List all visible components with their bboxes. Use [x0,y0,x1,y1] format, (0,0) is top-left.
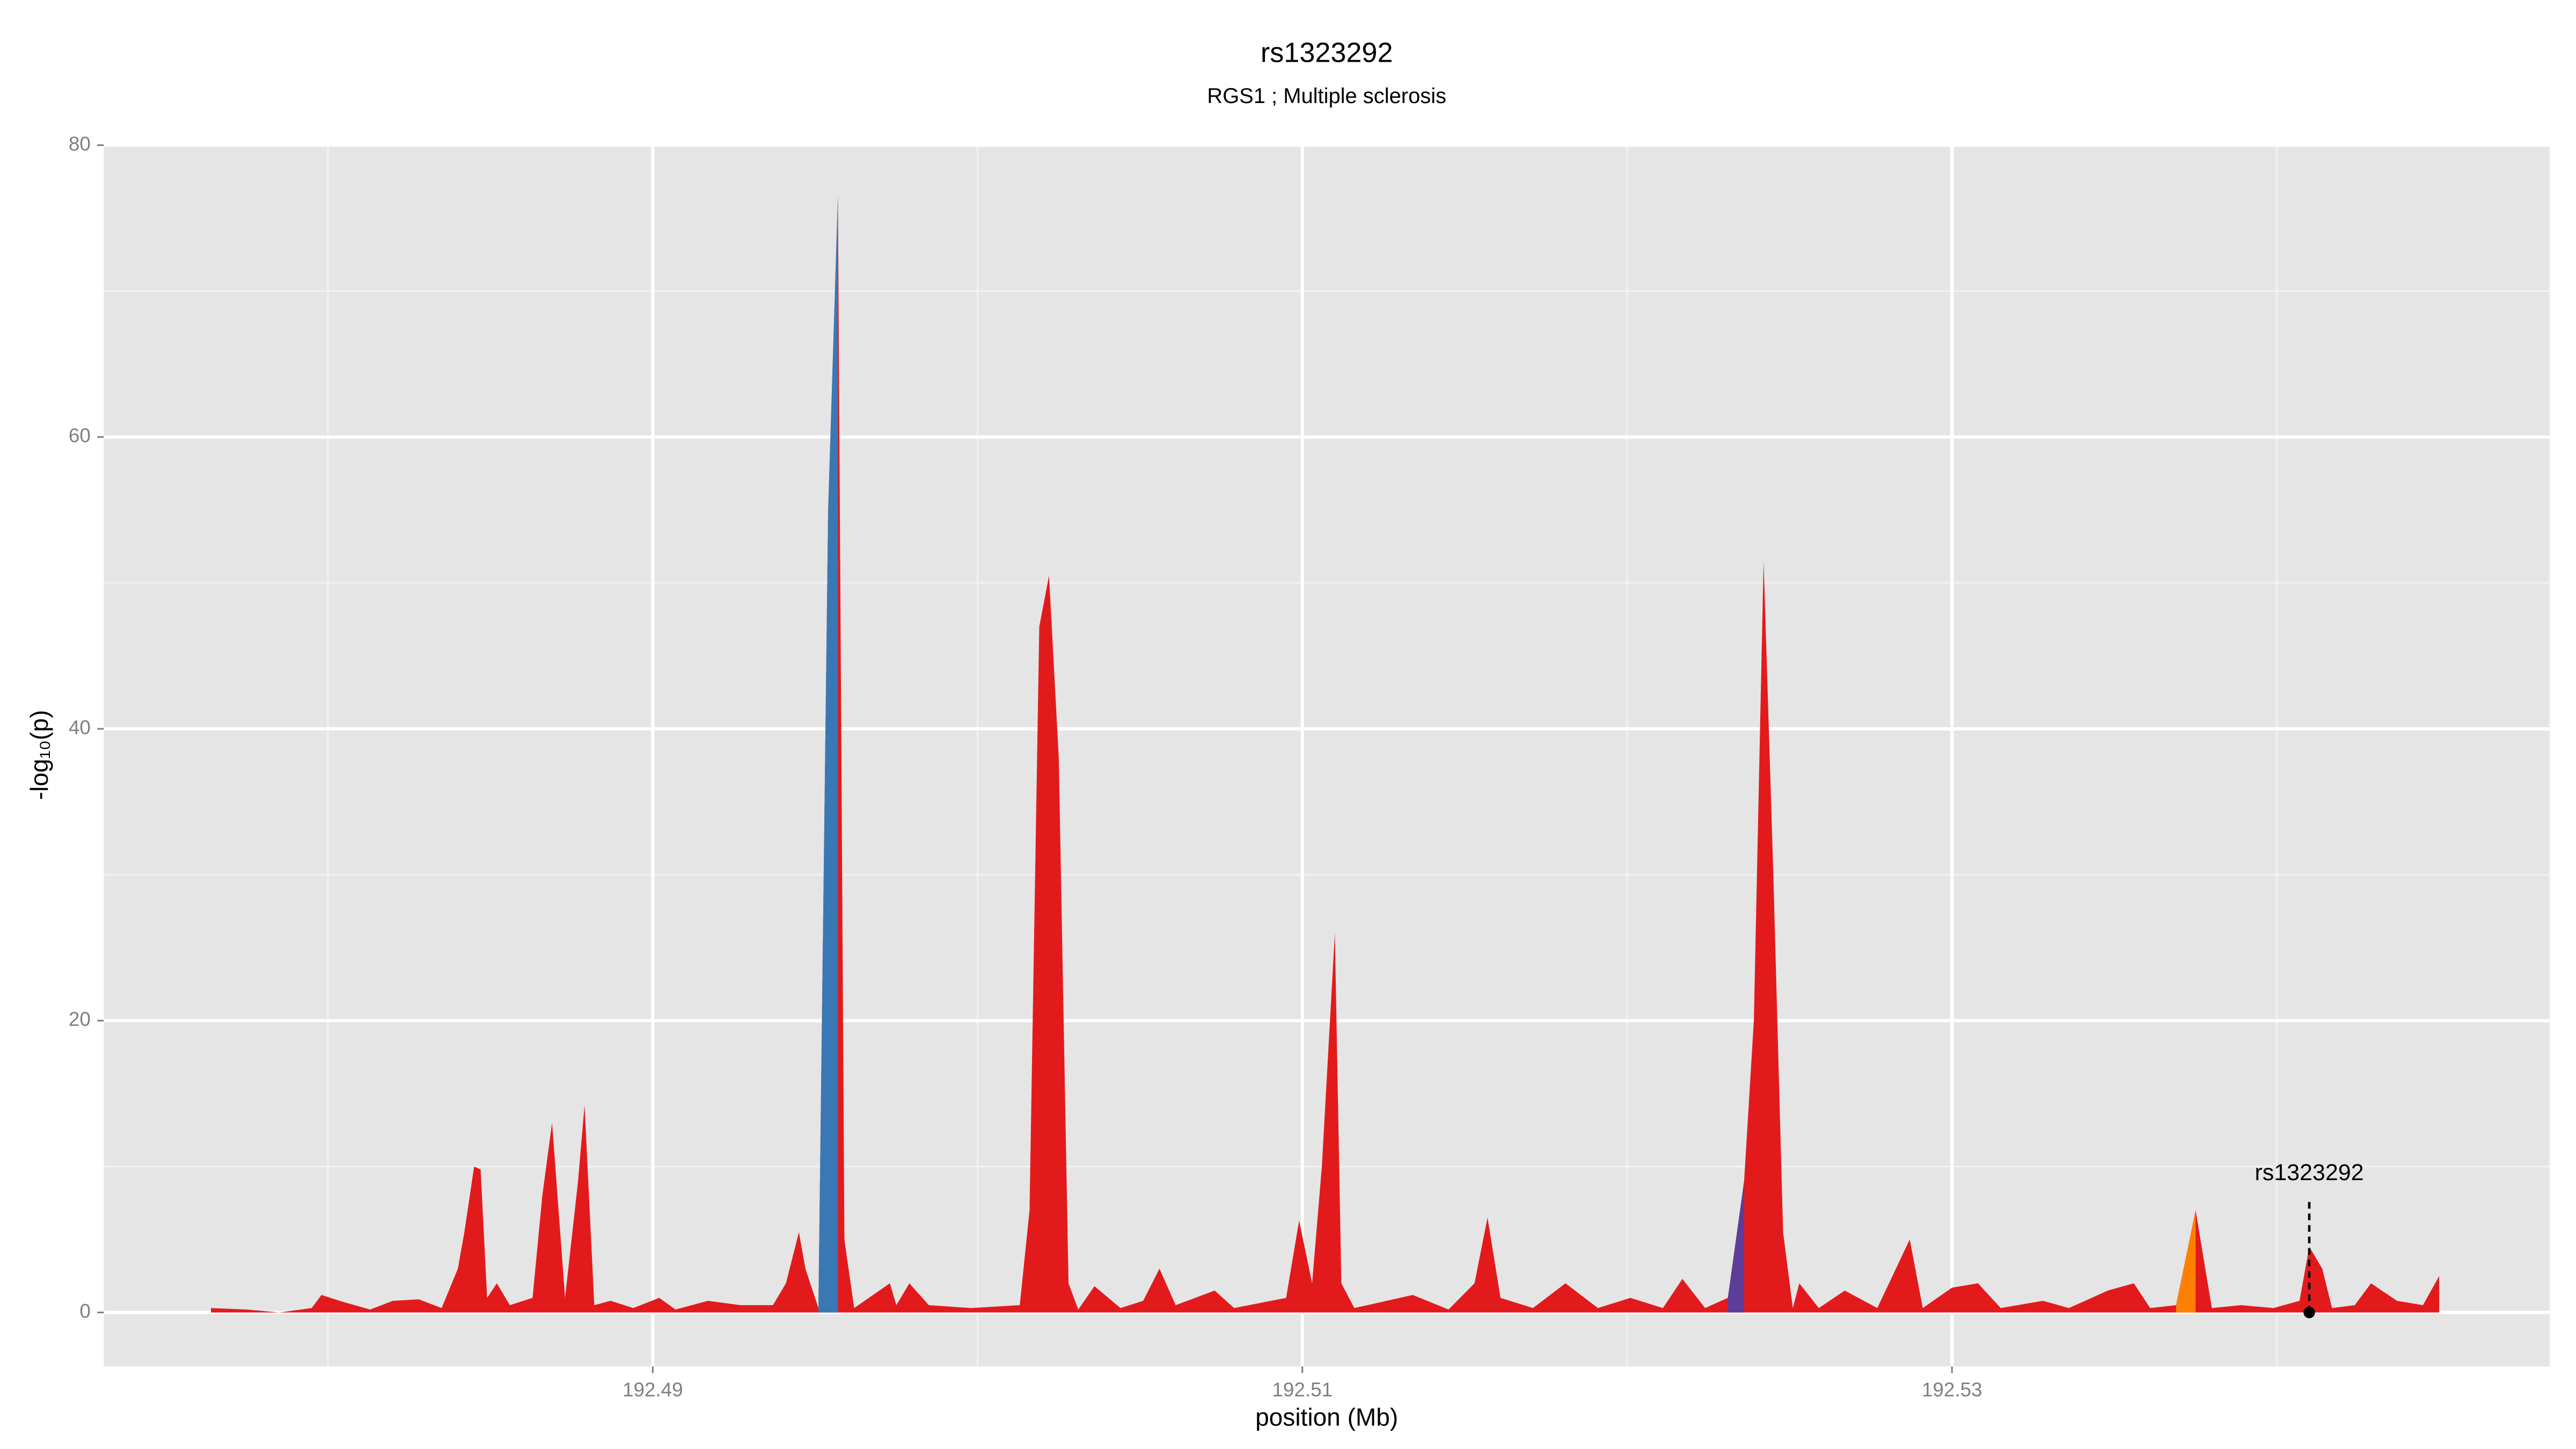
y-tick-label: 40 [69,716,91,738]
x-tick-label: 192.51 [1272,1379,1333,1401]
marks [211,196,2440,1313]
area [1728,1181,1744,1313]
y-tick-label: 20 [69,1008,91,1030]
annotation-label: rs1323292 [2255,1160,2363,1185]
chart-subtitle: RGS1 ; Multiple sclerosis [1207,84,1446,108]
x-axis-label: position (Mb) [1255,1403,1398,1431]
x-tick-label: 192.53 [1922,1379,1982,1401]
annotation-point [2303,1306,2315,1319]
x-tick-label: 192.49 [623,1379,683,1401]
area [818,196,838,1313]
chart-title: rs1323292 [1261,37,1393,68]
area [2176,1210,2196,1313]
y-tick-label: 0 [79,1300,91,1322]
y-tick-label: 80 [69,133,91,155]
y-axis-label: -log₁₀(p) [25,710,53,800]
y-tick-label: 60 [69,425,91,447]
